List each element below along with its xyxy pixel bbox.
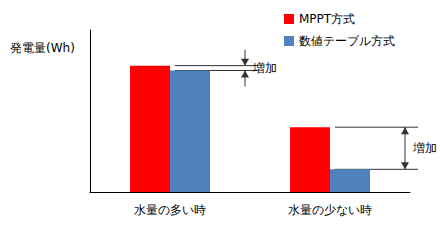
svg-text:発電量(Wh): 発電量(Wh) xyxy=(10,41,75,55)
svg-text:水量の多い時: 水量の多い時 xyxy=(134,203,206,217)
svg-text:増加: 増加 xyxy=(252,61,277,75)
svg-text:増加: 増加 xyxy=(412,141,437,155)
svg-text:水量の少ない時: 水量の少ない時 xyxy=(288,203,372,217)
svg-text:MPPT方式: MPPT方式 xyxy=(299,12,355,26)
svg-text:数値テーブル方式: 数値テーブル方式 xyxy=(299,34,395,48)
